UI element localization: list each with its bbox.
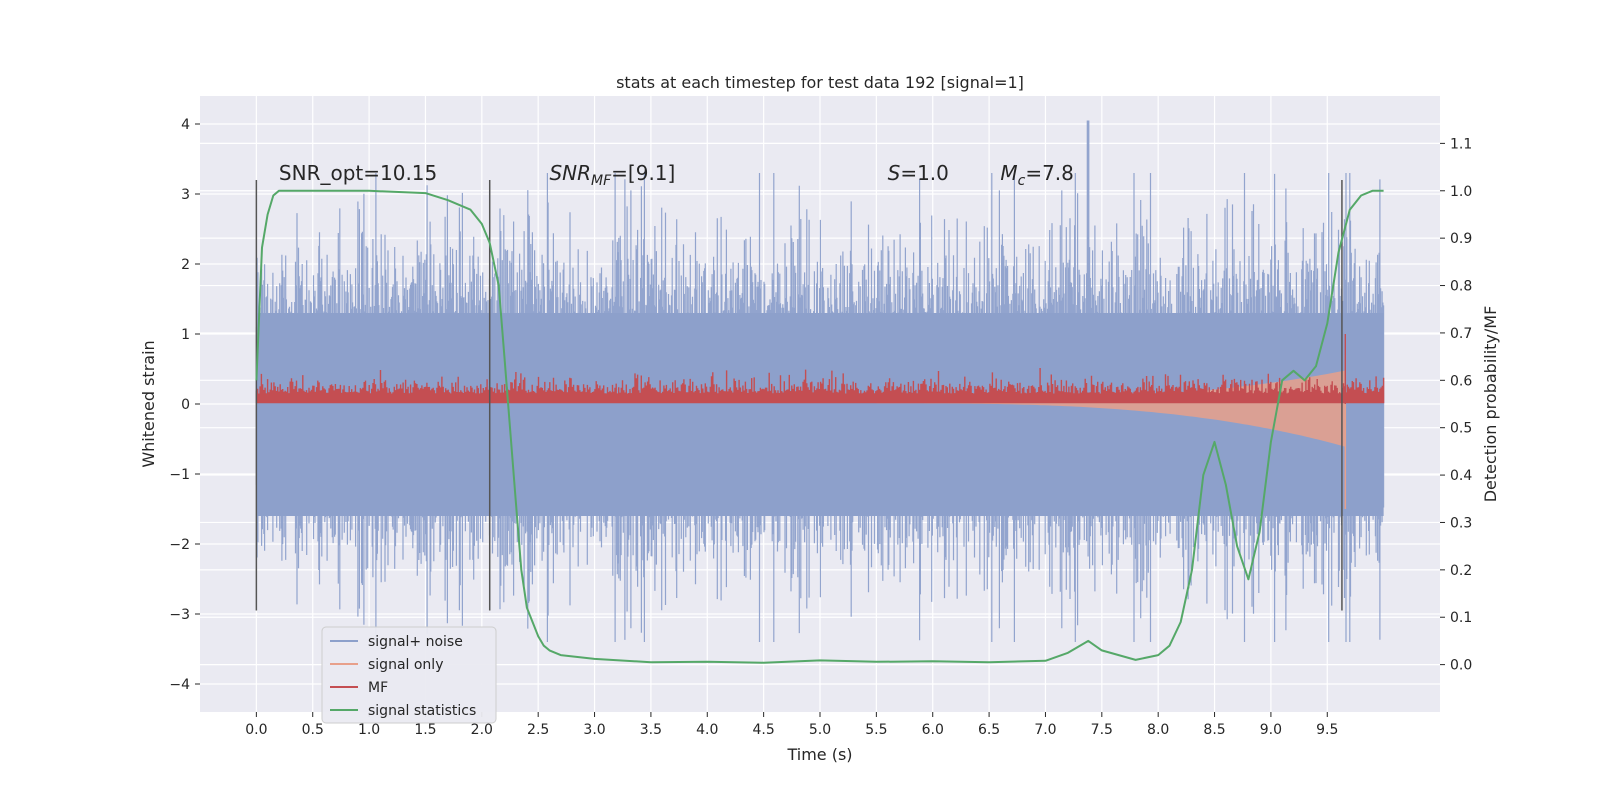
y2-tick-label: 0.4	[1450, 468, 1472, 484]
legend-box	[321, 626, 497, 724]
legend: signal+ noise signal only MF signal statist…	[321, 626, 497, 724]
y2-tick-label: 0.7	[1450, 326, 1472, 342]
annotation-mc-value: Mc=7.8	[1000, 161, 1074, 189]
annotation-s-value: S=1.0	[888, 161, 949, 185]
x-axis-label: Time (s)	[786, 745, 852, 764]
y-tick-label: −3	[169, 607, 190, 623]
signal-statistics-line	[255, 189, 1384, 664]
x-axis-ticks: 0.0 0.5 1.0 1.5 2.0 2.5 3.0 3.5 4.0 4.5 5.0 5.5 6.0 6…	[245, 712, 1338, 738]
y-tick-label: −4	[169, 677, 190, 693]
y2-tick-label: 0.1	[1450, 610, 1472, 626]
x-tick-label: 6.5	[978, 722, 1000, 738]
legend-entry: signal+ noise	[368, 634, 463, 650]
x-tick-label: 3.0	[583, 722, 605, 738]
x-tick-label: 1.0	[358, 722, 380, 738]
series-signal-statistics	[255, 189, 1384, 664]
y2-tick-label: 1.0	[1450, 184, 1472, 200]
x-tick-label: 3.5	[640, 722, 662, 738]
y2-tick-label: 0.5	[1450, 421, 1472, 437]
y2-tick-label: 1.1	[1450, 136, 1472, 152]
y2-tick-label: 0.9	[1450, 231, 1472, 247]
annotation-snr-mf: SNRMF=[9.1]	[549, 161, 675, 189]
y-tick-label: 4	[181, 117, 190, 133]
x-tick-label: 0.5	[302, 722, 324, 738]
x-tick-label: 8.0	[1147, 722, 1169, 738]
y-tick-label: 3	[181, 187, 190, 203]
vertical-markers	[255, 180, 1343, 611]
y-axis-label: Whitened strain	[139, 340, 158, 467]
x-tick-label: 2.0	[471, 722, 493, 738]
x-tick-label: 5.0	[809, 722, 831, 738]
chart-title: stats at each timestep for test data 192…	[616, 73, 1024, 92]
x-tick-label: 6.0	[922, 722, 944, 738]
x-tick-label: 9.0	[1260, 722, 1282, 738]
y2-tick-label: 0.0	[1450, 658, 1472, 674]
y-tick-label: 2	[181, 257, 190, 273]
annotations: SNR_opt=10.15 SNRMF=[9.1] S=1.0 Mc=7.8	[279, 161, 1074, 189]
x-tick-label: 0.0	[245, 722, 267, 738]
x-tick-label: 7.0	[1034, 722, 1056, 738]
y2-tick-label: 0.6	[1450, 373, 1472, 389]
y-tick-label: 0	[181, 397, 190, 413]
x-tick-label: 4.5	[753, 722, 775, 738]
y-axis-ticks: 4 3 2 1 0 −1 −2 −3 −4	[169, 117, 200, 693]
annotation-snr-opt: SNR_opt=10.15	[279, 161, 437, 185]
y2-tick-label: 0.3	[1450, 515, 1472, 531]
y-tick-label: 1	[181, 327, 190, 343]
x-tick-label: 4.0	[696, 722, 718, 738]
y2-tick-label: 0.8	[1450, 279, 1472, 295]
y2-tick-label: 0.2	[1450, 563, 1472, 579]
y2-axis-label: Detection probability/MF	[1481, 306, 1500, 503]
legend-entry: signal statistics	[368, 703, 476, 719]
y-tick-label: −1	[169, 467, 190, 483]
signal-only-envelope	[876, 370, 1346, 447]
legend-entry: MF	[368, 680, 388, 696]
x-tick-label: 7.5	[1091, 722, 1113, 738]
y-tick-label: −2	[169, 537, 190, 553]
x-tick-label: 9.5	[1316, 722, 1338, 738]
x-tick-label: 1.5	[414, 722, 436, 738]
y2-axis-ticks: 1.1 1.0 0.9 0.8 0.7 0.6 0.5 0.4 0.3 0.2 0.1 0.0	[1440, 136, 1472, 674]
x-tick-label: 5.5	[865, 722, 887, 738]
legend-entry: signal only	[368, 657, 443, 673]
x-tick-label: 8.5	[1203, 722, 1225, 738]
x-tick-label: 2.5	[527, 722, 549, 738]
